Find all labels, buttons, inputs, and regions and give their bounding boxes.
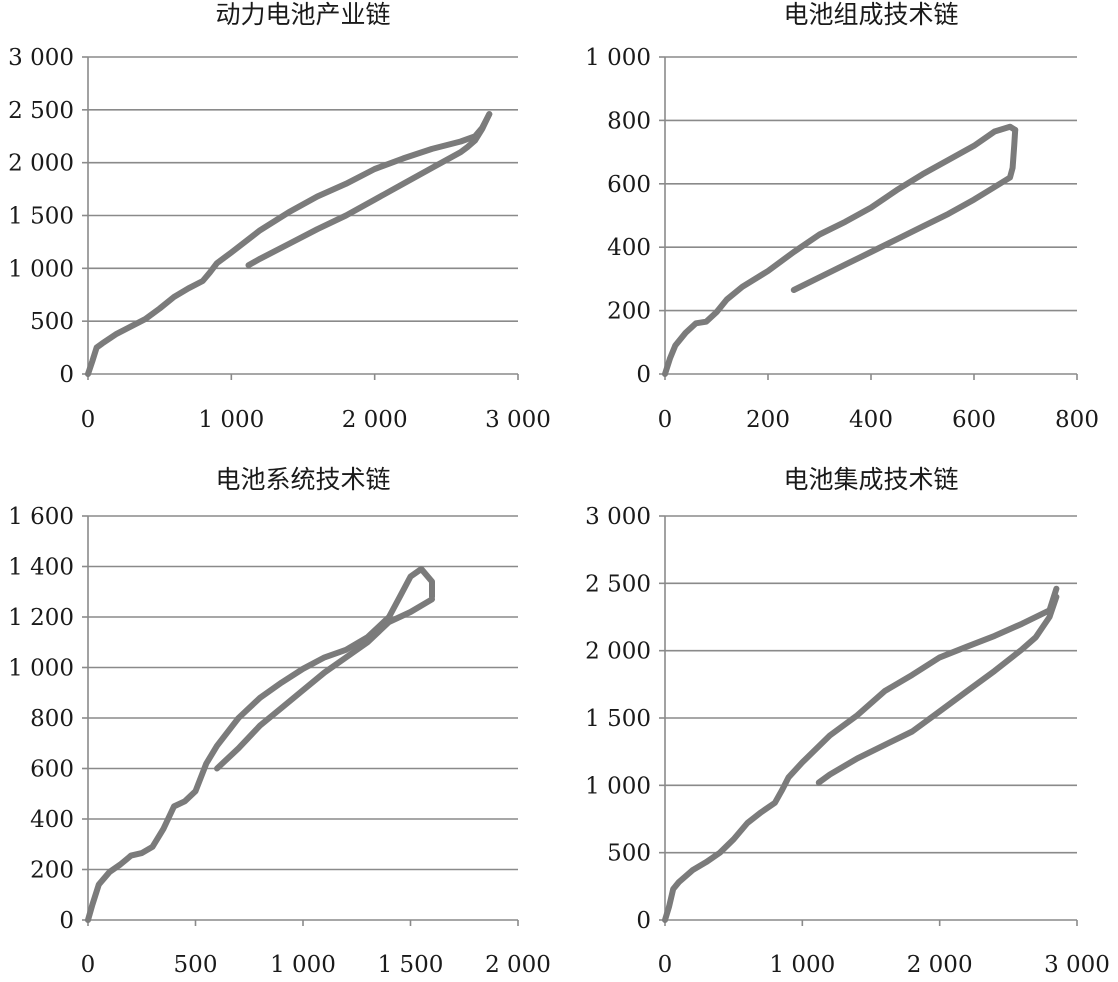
x-tick-label: 0 bbox=[81, 952, 96, 978]
series-line bbox=[85, 566, 435, 923]
y-tick-label: 1 400 bbox=[8, 555, 74, 581]
y-tick-label: 1 600 bbox=[8, 504, 74, 530]
y-tick-label: 2 500 bbox=[8, 98, 74, 124]
series-line bbox=[85, 111, 493, 377]
y-tick-label: 1 000 bbox=[585, 773, 651, 799]
y-tick-label: 2 000 bbox=[585, 639, 651, 665]
y-tick-label: 800 bbox=[30, 706, 74, 732]
y-tick-label: 0 bbox=[636, 362, 651, 388]
chart-panel: 0 200 400 600 800 1 000 0 200 400 600 800 电池组成技术链 bbox=[585, 0, 1099, 433]
y-tick-label: 600 bbox=[607, 172, 651, 198]
y-tick-label: 1 000 bbox=[8, 256, 74, 282]
y-tick-label: 1 500 bbox=[585, 706, 651, 732]
y-tick-label: 200 bbox=[30, 858, 74, 884]
y-tick-label: 1 000 bbox=[585, 45, 651, 71]
y-tick-label: 600 bbox=[30, 757, 74, 783]
chart-title: 动力电池产业链 bbox=[215, 0, 390, 29]
y-tick-label: 400 bbox=[30, 807, 74, 833]
x-tick-label: 2 000 bbox=[485, 952, 551, 978]
y-tick-label: 1 000 bbox=[8, 656, 74, 682]
x-tick-label: 2 000 bbox=[342, 407, 408, 433]
series-line bbox=[662, 123, 1019, 377]
y-tick-label: 0 bbox=[59, 908, 74, 934]
x-tick-label: 800 bbox=[1055, 407, 1099, 433]
x-tick-label: 0 bbox=[81, 407, 96, 433]
x-tick-label: 0 bbox=[658, 952, 673, 978]
x-tick-label: 1 500 bbox=[378, 952, 444, 978]
series-line bbox=[214, 596, 435, 772]
y-tick-label: 2 000 bbox=[8, 151, 74, 177]
x-tick-label: 3 000 bbox=[485, 407, 551, 433]
x-tick-label: 1 000 bbox=[270, 952, 336, 978]
x-tick-label: 600 bbox=[952, 407, 996, 433]
chart-title: 电池组成技术链 bbox=[783, 0, 958, 29]
chart-title: 电池集成技术链 bbox=[783, 465, 958, 494]
y-tick-label: 0 bbox=[59, 362, 74, 388]
y-tick-label: 0 bbox=[636, 908, 651, 934]
y-tick-label: 2 500 bbox=[585, 571, 651, 597]
y-tick-label: 3 000 bbox=[585, 504, 651, 530]
series-line bbox=[815, 593, 1060, 786]
y-tick-label: 1 500 bbox=[8, 204, 74, 230]
x-tick-label: 500 bbox=[174, 952, 218, 978]
chart-panel: 0 500 1 000 1 500 2 000 2 500 3 000 0 1 000 2 000… bbox=[8, 0, 551, 433]
y-tick-label: 3 000 bbox=[8, 45, 74, 71]
x-tick-label: 1 000 bbox=[769, 952, 835, 978]
chart-panel: 0 200 400 600 800 1 000 1 200 1 400 1 600 0 500 1 0… bbox=[8, 465, 551, 978]
x-tick-label: 0 bbox=[658, 407, 673, 433]
x-tick-label: 2 000 bbox=[907, 952, 973, 978]
chart-panel: 0 500 1 000 1 500 2 000 2 500 3 000 0 1 000 2 000… bbox=[585, 465, 1110, 978]
y-tick-label: 1 200 bbox=[8, 605, 74, 631]
x-tick-label: 200 bbox=[746, 407, 790, 433]
chart-title: 电池系统技术链 bbox=[215, 465, 390, 494]
series-line bbox=[662, 585, 1060, 923]
x-tick-label: 400 bbox=[849, 407, 893, 433]
series-line bbox=[790, 126, 1019, 293]
y-tick-label: 200 bbox=[607, 299, 651, 325]
y-tick-label: 800 bbox=[607, 108, 651, 134]
y-tick-label: 500 bbox=[30, 309, 74, 335]
series-line bbox=[245, 111, 493, 269]
y-tick-label: 400 bbox=[607, 235, 651, 261]
y-tick-label: 500 bbox=[607, 841, 651, 867]
x-tick-label: 1 000 bbox=[198, 407, 264, 433]
x-tick-label: 3 000 bbox=[1044, 952, 1110, 978]
